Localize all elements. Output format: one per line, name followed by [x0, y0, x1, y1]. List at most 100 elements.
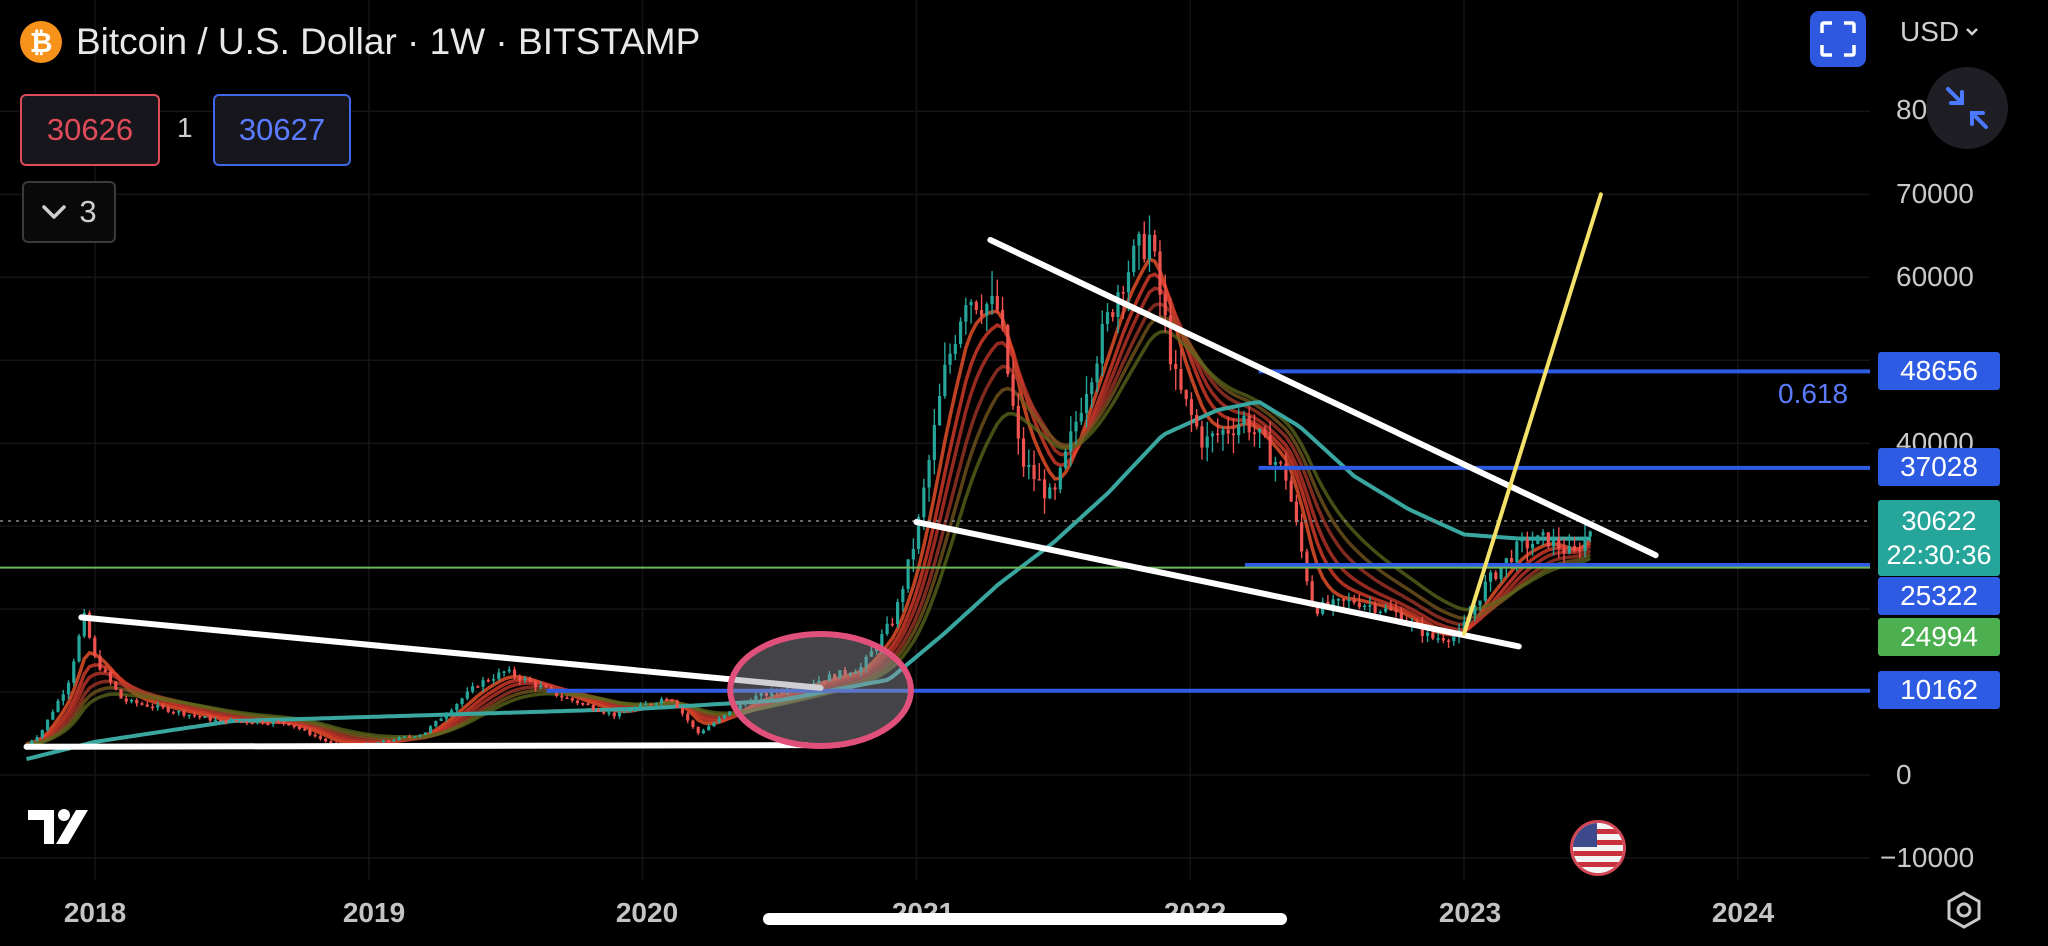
candle-body — [575, 700, 580, 704]
candle-body — [1021, 438, 1026, 467]
candle-body — [1000, 309, 1005, 326]
candle-body — [764, 692, 769, 696]
candle-body — [413, 736, 417, 738]
candle-body — [439, 718, 443, 721]
price-levels[interactable] — [0, 369, 1870, 693]
candle-body — [1210, 433, 1215, 437]
candle-body — [192, 714, 197, 717]
candle-body — [670, 699, 674, 702]
candle-body — [114, 681, 118, 690]
candle-body — [402, 736, 406, 738]
candle-body — [1557, 538, 1561, 549]
candle-body — [1226, 430, 1230, 434]
candle-body — [817, 680, 821, 684]
candle-body — [1279, 462, 1283, 464]
candle-body — [1121, 292, 1125, 294]
sell-button[interactable]: 30626 — [20, 94, 160, 166]
candle-body — [392, 740, 396, 742]
candle-body — [644, 703, 648, 706]
candle-body — [680, 707, 685, 714]
us-flag-icon[interactable] — [1570, 820, 1626, 876]
candle-body — [638, 704, 643, 708]
candle-body — [1016, 405, 1020, 439]
candle-body — [329, 741, 333, 743]
fullscreen-button[interactable] — [1810, 11, 1866, 67]
candle-body — [491, 679, 496, 681]
buy-button[interactable]: 30627 — [213, 94, 351, 166]
price-axis-label: 70000 — [1896, 178, 1974, 209]
candle-body — [1572, 546, 1577, 550]
candle-body — [177, 711, 181, 713]
candle-body — [30, 740, 34, 744]
candle-body — [565, 697, 569, 699]
candle-body — [1126, 272, 1131, 293]
candle-body — [507, 669, 511, 672]
candle-body — [1488, 572, 1493, 582]
candle-body — [255, 721, 260, 724]
candle-body — [1368, 605, 1372, 607]
candle-body — [607, 712, 611, 714]
candle-body — [297, 726, 302, 729]
price-tag-level[interactable]: 10162 — [1878, 671, 2000, 709]
candle-body — [1247, 415, 1251, 433]
candle-body — [985, 304, 989, 316]
price-tag-level[interactable]: 24994 — [1878, 618, 2000, 656]
candle-body — [906, 559, 910, 590]
candle-body — [1567, 546, 1571, 554]
candle-body — [1221, 430, 1225, 435]
chevron-down-icon — [1966, 28, 1979, 36]
candle-body — [848, 673, 852, 675]
exit-fullscreen-button[interactable] — [1926, 67, 2008, 149]
candle-body — [712, 722, 716, 727]
candle-body — [717, 718, 721, 723]
candle-body — [465, 691, 469, 699]
candle-countdown: 22:30:36 — [1886, 540, 1992, 570]
candle-body — [854, 672, 858, 674]
candle-body — [1258, 428, 1262, 433]
candle-body — [1310, 581, 1314, 606]
candle-body — [1478, 600, 1482, 606]
candle-body — [1179, 368, 1183, 390]
price-tag-fib[interactable]: 48656 — [1878, 352, 2000, 390]
candle-body — [103, 669, 107, 672]
symbol-header[interactable]: ₿ Bitcoin / U.S. Dollar · 1W · BITSTAMP — [20, 18, 700, 66]
price-axis-label-partial: 80 — [1896, 94, 1928, 125]
candle-body — [633, 707, 637, 711]
candle-body — [581, 703, 585, 705]
candle-body — [261, 721, 265, 724]
candle-body — [1268, 435, 1272, 465]
candle-body — [1084, 394, 1089, 413]
trendlines[interactable] — [23, 192, 1659, 750]
candle-body — [266, 723, 270, 726]
candle-body — [203, 716, 207, 718]
candle-body — [35, 737, 39, 741]
candle-body — [187, 714, 191, 717]
highlight-ellipse[interactable] — [727, 630, 914, 749]
tradingview-logo-icon — [28, 809, 88, 844]
candle-body — [428, 726, 433, 733]
candle-body — [1562, 548, 1566, 554]
settings-gear-icon[interactable] — [1944, 890, 1984, 930]
currency-selector[interactable]: USD — [1900, 16, 1979, 48]
candle-body — [1541, 532, 1545, 536]
time-axis-label: 2024 — [1711, 897, 1775, 928]
candle-body — [156, 705, 160, 708]
candle-body — [82, 612, 86, 637]
candle-body — [675, 700, 679, 708]
candle-body — [387, 740, 391, 742]
candle-body — [1384, 608, 1388, 612]
candle-body — [292, 725, 296, 727]
price-tag-level[interactable]: 25322 — [1878, 577, 2000, 615]
fib-ratio-label: 0.618 — [1778, 378, 1849, 409]
price-tag-level[interactable]: 37028 — [1878, 448, 2000, 486]
candle-body — [554, 689, 559, 696]
candle-body — [460, 698, 464, 705]
indicators-collapse-button[interactable]: 3 — [22, 181, 116, 243]
candle-body — [1520, 539, 1524, 542]
home-indicator[interactable] — [763, 913, 1287, 925]
candle-body — [1032, 464, 1036, 480]
candle-body — [219, 719, 223, 722]
candle-body — [66, 682, 71, 695]
candle-body — [1027, 464, 1031, 467]
